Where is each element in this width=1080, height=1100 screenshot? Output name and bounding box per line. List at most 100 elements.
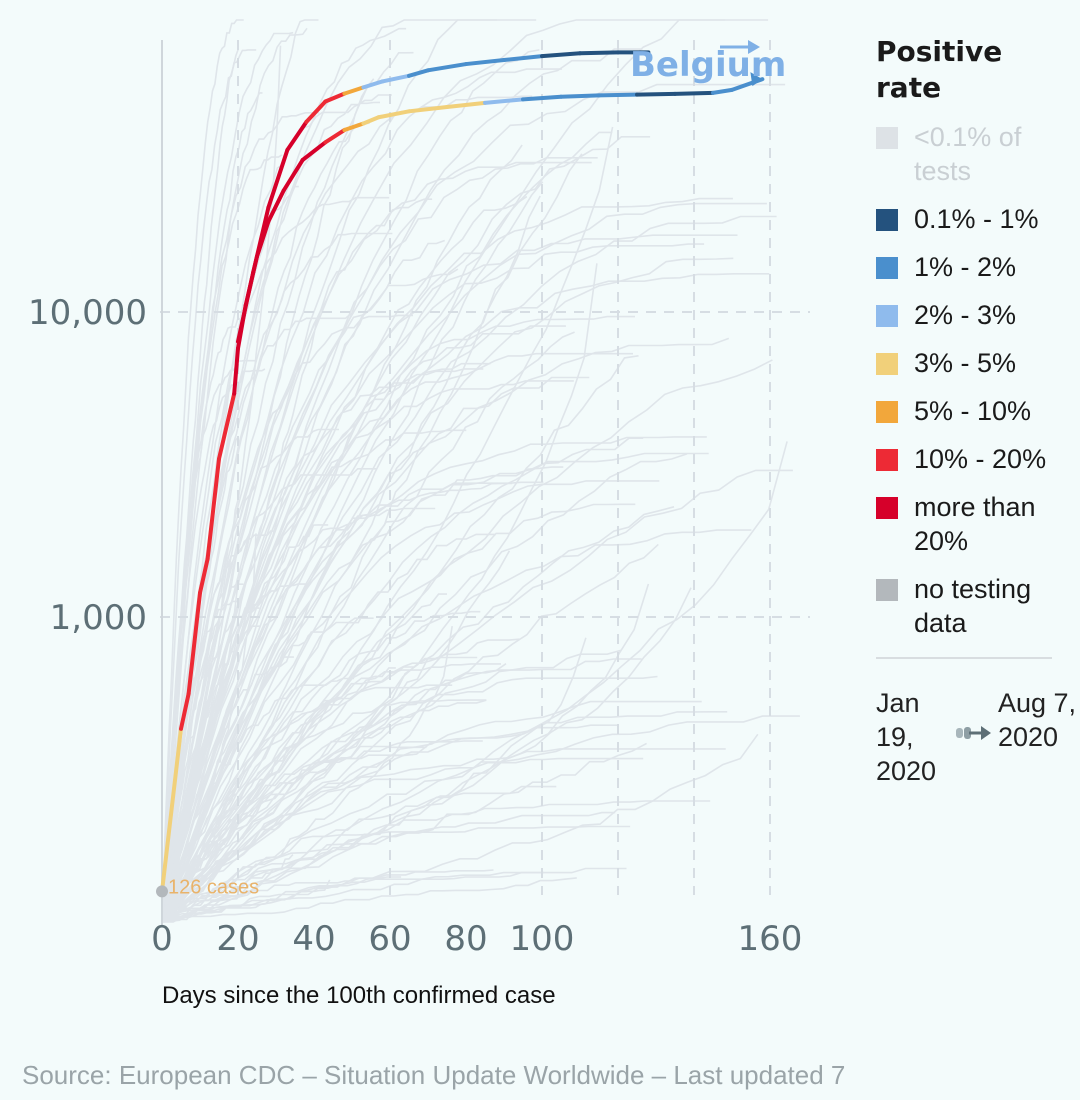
timeline-control[interactable]: Jan 19, 2020 Aug 7, 2020: [876, 686, 1076, 796]
background-series-line: [161, 19, 244, 923]
background-series-line: [161, 234, 738, 923]
background-series-line: [161, 733, 759, 923]
belgium-cases-segment[interactable]: [559, 93, 601, 99]
belgium-secondary-segment[interactable]: [266, 147, 290, 210]
belgium-cases-segment[interactable]: [483, 97, 525, 105]
legend-item[interactable]: 1% - 2%: [876, 250, 1076, 284]
legend: Positive rate <0.1% of tests 0.1% - 1% 1% …: [876, 34, 1076, 654]
belgium-secondary-segment[interactable]: [361, 79, 385, 90]
background-country-lines: [161, 19, 800, 923]
belgium-cases-segment[interactable]: [232, 346, 240, 396]
grid-lines: [160, 40, 810, 925]
x-tick-label: 100: [510, 919, 575, 959]
x-tick-label: 160: [738, 919, 803, 959]
belgium-secondary-segment[interactable]: [380, 73, 411, 84]
belgium-cases-segment[interactable]: [323, 128, 347, 145]
x-tick-label: 60: [368, 919, 411, 959]
belgium-cases-segment[interactable]: [376, 109, 411, 120]
background-series-line: [161, 583, 244, 923]
background-series-line: [161, 257, 734, 923]
background-series-line: [161, 49, 257, 923]
background-series-line: [161, 368, 484, 923]
background-series-line: [161, 677, 355, 923]
legend-item[interactable]: 5% - 10%: [876, 394, 1076, 428]
play-icon[interactable]: [955, 723, 995, 743]
legend-swatch: [876, 449, 898, 471]
belgium-cases-segment[interactable]: [445, 100, 487, 110]
belgium-secondary-segment[interactable]: [285, 119, 309, 152]
highlight-country-label[interactable]: Belgium: [630, 45, 786, 85]
background-series-line: [161, 27, 308, 923]
belgium-cases-segment[interactable]: [361, 115, 381, 126]
belgium-secondary-segment[interactable]: [426, 62, 468, 73]
legend-items: <0.1% of tests 0.1% - 1% 1% - 2% 2% - 3% 3% …: [876, 120, 1076, 640]
legend-item[interactable]: 2% - 3%: [876, 298, 1076, 332]
background-series-line: [161, 154, 283, 923]
belgium-cases-segment[interactable]: [179, 691, 191, 731]
legend-item[interactable]: no testing data: [876, 572, 1076, 640]
background-series-line: [161, 312, 352, 923]
belgium-cases-segment[interactable]: [342, 121, 366, 133]
belgium-secondary-segment[interactable]: [502, 54, 544, 63]
belgium-cases-segment[interactable]: [673, 90, 715, 96]
belgium-secondary-segment[interactable]: [323, 91, 347, 104]
background-series-line: [161, 684, 453, 923]
legend-item[interactable]: 0.1% - 1%: [876, 202, 1076, 236]
legend-item[interactable]: <0.1% of tests: [876, 120, 1076, 188]
belgium-cases-segment[interactable]: [198, 556, 210, 595]
legend-item[interactable]: 3% - 5%: [876, 346, 1076, 380]
background-series-line: [161, 825, 631, 923]
timeline-start-date[interactable]: Jan 19, 2020: [876, 688, 937, 786]
legend-swatch: [876, 579, 898, 601]
belgium-cases-segment[interactable]: [635, 91, 677, 97]
belgium-cases-segment[interactable]: [711, 87, 734, 95]
belgium-cases-segment[interactable]: [186, 590, 202, 696]
background-series-line: [161, 610, 481, 923]
legend-label: 5% - 10%: [914, 396, 1032, 426]
belgium-cases-segment[interactable]: [281, 158, 305, 193]
background-series-line: [161, 785, 557, 923]
background-series-line: [161, 877, 577, 923]
belgium-secondary-segment[interactable]: [251, 205, 271, 275]
belgium-secondary-segment[interactable]: [342, 85, 366, 96]
belgium-secondary-segment[interactable]: [540, 51, 582, 59]
background-series-line: [161, 181, 544, 923]
belgium-cases-segment[interactable]: [407, 105, 449, 114]
legend-item[interactable]: more than 20%: [876, 490, 1076, 558]
belgium-arrow-icon: [750, 72, 763, 87]
belgium-cases-segment[interactable]: [597, 92, 639, 98]
background-series-line: [161, 198, 433, 923]
background-series-line: [161, 869, 494, 923]
belgium-secondary-segment[interactable]: [464, 58, 506, 67]
background-series-line: [161, 359, 773, 923]
background-series-line: [161, 617, 374, 923]
background-series-line: [161, 161, 592, 923]
x-tick-label: 0: [151, 919, 173, 959]
belgium-cases-segment[interactable]: [217, 391, 237, 461]
start-point-dot: [156, 885, 168, 898]
background-series-line: [161, 625, 260, 923]
y-tick-label: 1,000: [50, 598, 147, 638]
belgium-cases-segment[interactable]: [266, 188, 286, 224]
country-label-arrow-icon: [748, 40, 760, 54]
background-series-line: [161, 876, 402, 923]
belgium-cases-segment[interactable]: [160, 726, 183, 894]
belgium-secondary-segment[interactable]: [304, 99, 328, 124]
legend-item[interactable]: 10% - 20%: [876, 442, 1076, 476]
background-series-line: [161, 355, 639, 923]
legend-swatch: [876, 401, 898, 423]
highlight-country-lines[interactable]: [156, 50, 765, 898]
background-series-line: [161, 469, 793, 923]
belgium-cases-segment[interactable]: [521, 94, 563, 102]
belgium-secondary-segment[interactable]: [407, 68, 430, 78]
background-series-line: [161, 600, 239, 923]
legend-label: <0.1% of tests: [914, 122, 1022, 186]
background-series-line: [161, 656, 478, 923]
belgium-cases-segment[interactable]: [205, 456, 221, 561]
timeline-end-date[interactable]: Aug 7, 2020: [998, 688, 1077, 752]
belgium-cases-segment[interactable]: [300, 140, 328, 163]
belgium-secondary-segment[interactable]: [236, 270, 256, 344]
belgium-secondary-segment[interactable]: [578, 50, 620, 56]
background-series-line: [161, 587, 692, 923]
background-series-line: [161, 202, 767, 923]
